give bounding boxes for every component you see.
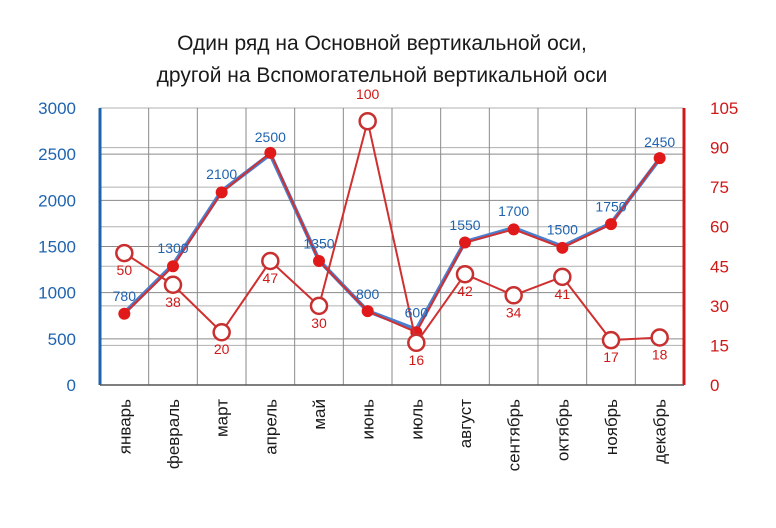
data-label-primary: 800 <box>356 286 380 302</box>
data-label-primary: 1550 <box>449 217 480 233</box>
category-labels: январь февраль март апрель май июнь июль август… <box>115 399 669 472</box>
series-point-2 <box>455 264 475 284</box>
series-point-2 <box>261 251 280 271</box>
series-point-1 <box>118 307 131 320</box>
series-point-1 <box>459 236 471 249</box>
primary-tick-label: 2500 <box>38 145 76 164</box>
series-point-1 <box>167 260 179 273</box>
data-label-secondary: 20 <box>214 341 230 357</box>
series-point-1 <box>215 186 228 199</box>
data-labels: 7801300210025001350800600155017001500175… <box>113 86 676 368</box>
secondary-tick-label: 0 <box>710 376 719 395</box>
category-label: февраль <box>164 399 183 469</box>
data-label-secondary: 18 <box>652 347 668 363</box>
primary-tick-label: 2000 <box>38 191 76 210</box>
data-label-secondary: 17 <box>603 349 619 365</box>
primary-tick-label: 1000 <box>38 284 76 303</box>
category-label: октябрь <box>553 399 572 461</box>
series-point-2 <box>212 322 231 342</box>
series-point-1 <box>653 152 666 165</box>
data-label-secondary: 30 <box>311 315 327 331</box>
category-label: январь <box>115 399 134 454</box>
category-label: июль <box>407 399 426 440</box>
secondary-tick-label: 75 <box>710 178 729 197</box>
series-point-1 <box>605 218 617 231</box>
primary-tick-label: 0 <box>67 376 76 395</box>
data-label-primary: 780 <box>113 288 137 304</box>
category-label: май <box>310 399 329 430</box>
data-label-secondary: 41 <box>555 286 571 302</box>
series-point-2 <box>650 328 669 347</box>
secondary-tick-label: 30 <box>710 297 729 316</box>
series-line-1 <box>123 151 661 334</box>
data-label-primary: 2500 <box>255 129 286 145</box>
series-point-1 <box>361 305 374 318</box>
data-label-secondary: 38 <box>165 294 181 310</box>
data-label-secondary: 34 <box>506 304 522 320</box>
series-point-2 <box>358 111 377 131</box>
secondary-tick-label: 45 <box>710 257 729 276</box>
category-label: март <box>213 399 232 437</box>
secondary-tick-label: 15 <box>710 336 729 355</box>
series-point-2 <box>504 286 523 305</box>
data-label-primary: 1500 <box>547 222 578 238</box>
series-point-2 <box>309 296 329 316</box>
category-label: август <box>456 399 475 448</box>
primary-tick-label: 1500 <box>38 238 76 257</box>
series-point-2 <box>601 330 621 350</box>
secondary-tick-label: 90 <box>710 139 729 158</box>
category-label: ноябрь <box>602 399 621 455</box>
data-label-secondary: 50 <box>117 262 133 278</box>
data-label-secondary: 47 <box>263 270 279 286</box>
data-label-primary: 1350 <box>303 235 334 251</box>
series-point-2 <box>163 275 183 295</box>
secondary-tick-label: 60 <box>710 218 729 237</box>
series-point-1 <box>507 223 520 236</box>
series-point-2 <box>407 333 426 353</box>
series-point-1 <box>313 255 325 268</box>
data-label-primary: 1700 <box>498 203 529 219</box>
chart-title-line-2: другой на Вспомогательной вертикальной о… <box>157 64 608 87</box>
tick-labels: 0 500 1000 1500 2000 2500 3000 0 15 30 45 60 75 90 105 <box>38 99 738 395</box>
series-point-2 <box>553 267 572 287</box>
category-label: декабрь <box>651 399 670 464</box>
data-label-primary: 600 <box>405 305 429 321</box>
axes <box>98 108 686 386</box>
series-point-2 <box>115 243 134 263</box>
category-label: июнь <box>359 399 378 440</box>
series-point-1 <box>556 241 569 254</box>
primary-tick-label: 500 <box>48 330 76 349</box>
primary-tick-label: 3000 <box>38 99 76 118</box>
data-label-secondary: 42 <box>457 283 473 299</box>
data-label-primary: 1750 <box>595 198 626 214</box>
data-label-primary: 1300 <box>157 240 188 256</box>
chart-title-line-1: Один ряд на Основной вертикальной оси, <box>177 32 587 55</box>
category-label: апрель <box>261 399 280 455</box>
data-label-primary: 2450 <box>644 134 675 150</box>
series <box>115 111 669 353</box>
data-label-secondary: 16 <box>409 352 425 368</box>
series-line-2 <box>123 120 660 344</box>
series-point-1 <box>264 146 277 159</box>
data-label-primary: 2100 <box>206 166 237 182</box>
secondary-tick-label: 105 <box>710 99 738 118</box>
data-label-secondary: 100 <box>356 86 380 102</box>
category-label: сентябрь <box>505 399 524 472</box>
